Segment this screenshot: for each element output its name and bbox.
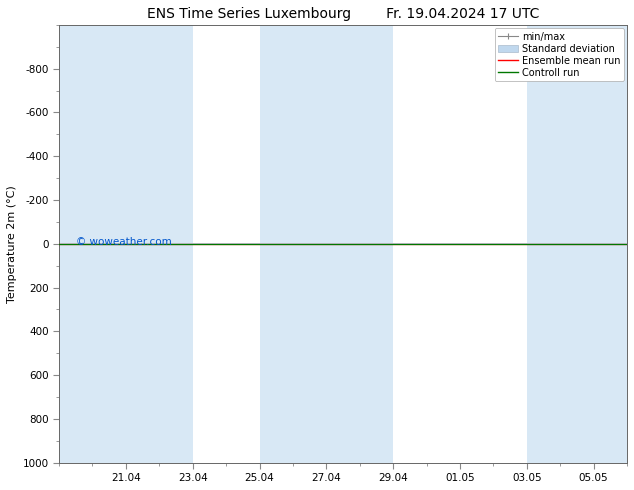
Y-axis label: Temperature 2m (°C): Temperature 2m (°C) xyxy=(7,185,17,303)
Legend: min/max, Standard deviation, Ensemble mean run, Controll run: min/max, Standard deviation, Ensemble me… xyxy=(495,28,624,81)
Bar xyxy=(126,25,193,463)
Bar xyxy=(327,25,393,463)
Bar xyxy=(527,25,627,463)
Bar xyxy=(59,25,126,463)
Bar xyxy=(259,25,327,463)
Text: © woweather.com: © woweather.com xyxy=(76,237,172,246)
Title: ENS Time Series Luxembourg        Fr. 19.04.2024 17 UTC: ENS Time Series Luxembourg Fr. 19.04.202… xyxy=(147,7,540,21)
